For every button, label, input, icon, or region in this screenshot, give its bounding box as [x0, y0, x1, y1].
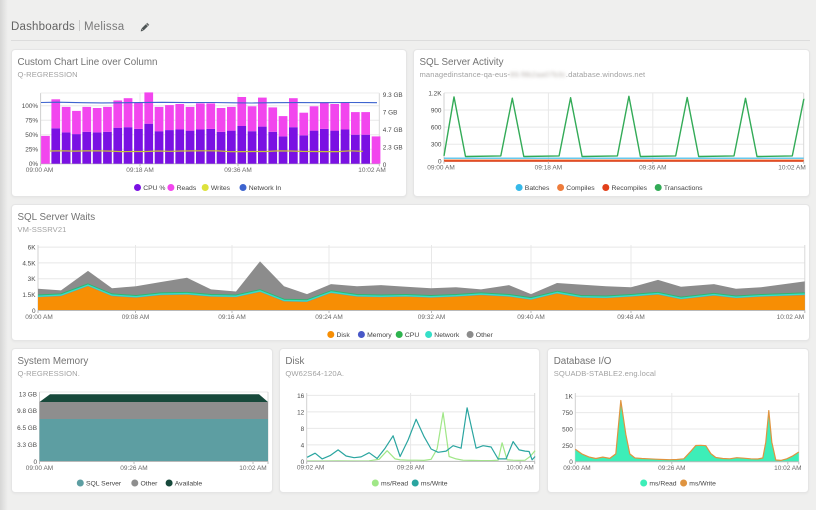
svg-text:0%: 0%	[29, 161, 39, 168]
svg-text:Recompiles: Recompiles	[612, 185, 648, 192]
svg-text:3.3 GB: 3.3 GB	[17, 442, 37, 449]
svg-text:09:36 AM: 09:36 AM	[224, 167, 251, 174]
svg-text:8: 8	[301, 426, 305, 433]
svg-text:Compiles: Compiles	[566, 185, 595, 192]
svg-text:ms/Read: ms/Read	[650, 481, 677, 488]
svg-text:ms/Write: ms/Write	[689, 481, 716, 488]
svg-text:10:02 AM: 10:02 AM	[774, 465, 801, 472]
svg-text:10:02 AM: 10:02 AM	[778, 165, 805, 172]
svg-text:09:18 AM: 09:18 AM	[126, 167, 153, 174]
svg-text:25%: 25%	[25, 147, 38, 154]
svg-text:0: 0	[32, 308, 36, 315]
svg-text:09:32 AM: 09:32 AM	[418, 314, 445, 321]
svg-text:Other: Other	[476, 332, 494, 339]
svg-text:Network In: Network In	[249, 185, 282, 192]
svg-text:13 GB: 13 GB	[19, 391, 37, 398]
svg-text:Network: Network	[434, 332, 460, 339]
svg-text:750: 750	[562, 410, 573, 417]
svg-text:0: 0	[569, 459, 573, 466]
svg-text:10:02 AM: 10:02 AM	[358, 167, 385, 174]
svg-text:75%: 75%	[25, 118, 38, 125]
svg-text:09:40 AM: 09:40 AM	[517, 314, 544, 321]
svg-text:09:28 AM: 09:28 AM	[397, 465, 424, 472]
svg-text:9.3 GB: 9.3 GB	[383, 92, 403, 99]
svg-text:09:36 AM: 09:36 AM	[639, 165, 666, 172]
svg-text:CPU: CPU	[405, 332, 419, 339]
svg-text:50%: 50%	[25, 132, 38, 139]
svg-text:4: 4	[301, 442, 305, 449]
svg-text:1.5K: 1.5K	[22, 292, 36, 299]
svg-text:09:16 AM: 09:16 AM	[218, 314, 245, 321]
svg-text:Disk: Disk	[337, 332, 351, 339]
svg-text:900: 900	[431, 107, 442, 114]
svg-text:Memory: Memory	[367, 332, 392, 339]
svg-text:09:00 AM: 09:00 AM	[563, 465, 590, 472]
svg-text:600: 600	[431, 125, 442, 132]
svg-text:1K: 1K	[565, 394, 574, 401]
svg-text:16: 16	[297, 393, 305, 400]
svg-text:CPU %: CPU %	[143, 185, 165, 192]
svg-text:Other: Other	[140, 481, 158, 488]
svg-text:Available: Available	[175, 481, 203, 488]
svg-text:0: 0	[383, 162, 387, 169]
svg-text:Reads: Reads	[177, 185, 197, 192]
svg-text:ms/Write: ms/Write	[421, 481, 448, 488]
svg-text:09:02 AM: 09:02 AM	[297, 465, 324, 472]
svg-text:300: 300	[431, 142, 442, 149]
svg-text:0: 0	[438, 159, 442, 166]
svg-text:4.7 GB: 4.7 GB	[383, 127, 403, 134]
svg-text:9.8 GB: 9.8 GB	[17, 408, 37, 415]
svg-text:7 GB: 7 GB	[383, 109, 398, 116]
svg-text:09:00 AM: 09:00 AM	[26, 167, 53, 174]
svg-text:6K: 6K	[28, 245, 37, 252]
svg-text:Batches: Batches	[525, 185, 550, 192]
svg-text:0: 0	[301, 459, 305, 466]
svg-text:09:08 AM: 09:08 AM	[122, 314, 149, 321]
svg-text:6.5 GB: 6.5 GB	[17, 425, 37, 432]
svg-text:09:00 AM: 09:00 AM	[25, 314, 52, 321]
svg-text:10:00 AM: 10:00 AM	[506, 465, 533, 472]
svg-text:250: 250	[562, 443, 573, 450]
svg-text:09:18 AM: 09:18 AM	[535, 165, 562, 172]
svg-text:0: 0	[33, 459, 37, 466]
svg-text:12: 12	[297, 409, 305, 416]
svg-text:09:26 AM: 09:26 AM	[658, 465, 685, 472]
svg-text:SQL Server: SQL Server	[86, 481, 122, 488]
svg-text:10:02 AM: 10:02 AM	[239, 465, 266, 472]
svg-text:Writes: Writes	[211, 185, 231, 192]
svg-text:09:26 AM: 09:26 AM	[120, 465, 147, 472]
svg-text:ms/Read: ms/Read	[381, 481, 408, 488]
svg-text:09:48 AM: 09:48 AM	[617, 314, 644, 321]
svg-text:09:24 AM: 09:24 AM	[315, 314, 342, 321]
svg-text:09:00 AM: 09:00 AM	[26, 465, 53, 472]
svg-text:3K: 3K	[28, 276, 37, 283]
svg-text:09:00 AM: 09:00 AM	[427, 165, 454, 172]
svg-text:500: 500	[562, 426, 573, 433]
svg-text:1.2K: 1.2K	[428, 90, 442, 97]
svg-text:Transactions: Transactions	[664, 185, 703, 192]
svg-text:10:02 AM: 10:02 AM	[777, 314, 804, 321]
svg-text:100%: 100%	[22, 103, 39, 110]
svg-text:2.3 GB: 2.3 GB	[383, 144, 403, 151]
svg-text:4.5K: 4.5K	[22, 260, 36, 267]
